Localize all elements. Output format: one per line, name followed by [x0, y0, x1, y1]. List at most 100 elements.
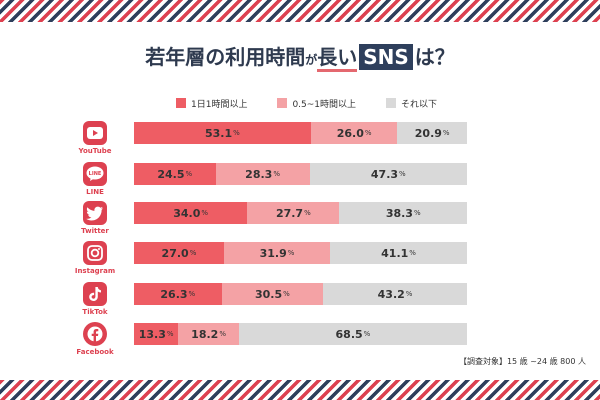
bar-segment-series-2: 27.7%	[247, 202, 340, 224]
data-label-unit: %	[189, 249, 197, 257]
bar-segment-series-1: 27.0%	[134, 242, 224, 264]
title-part-3: 長い	[317, 45, 358, 72]
data-label: 34.0	[173, 206, 201, 220]
bar-segment-series-2: 28.3%	[215, 163, 310, 185]
stacked-bar: 34.0% 27.7% 38.3%	[134, 202, 467, 224]
legend-label-1: 1日1時間以上	[191, 99, 248, 110]
bar-segment-series-3: 38.3%	[339, 202, 467, 224]
tiktok-icon	[83, 282, 107, 306]
svg-text:LINE: LINE	[89, 171, 102, 177]
bar-segment-series-3: 20.9%	[397, 122, 467, 144]
title-part-1: 若年層の利用時間	[145, 45, 306, 69]
bar-segment-series-1: 13.3%	[134, 323, 179, 345]
stacked-bar: 24.5% 28.3% 47.3%	[134, 163, 467, 185]
data-label: 26.0	[336, 126, 364, 140]
data-label-unit: %	[405, 290, 413, 298]
platform-icon-group: LINE LINE	[70, 160, 120, 200]
data-label: 30.5	[254, 287, 283, 301]
platform-icon-group: YouTube	[70, 119, 120, 159]
bar-row-youtube: YouTube 53.1% 26.0% 20.9%	[0, 119, 600, 159]
data-label-unit: %	[283, 290, 290, 298]
data-label-unit: %	[166, 330, 174, 338]
title-part-4: SNS	[359, 44, 413, 70]
data-label: 27.0	[161, 246, 189, 260]
stacked-bar: 26.3% 30.5% 43.2%	[134, 283, 467, 305]
data-label: 68.5	[335, 327, 363, 341]
bar-row-tiktok: TikTok 26.3% 30.5% 43.2%	[0, 280, 600, 320]
data-label: 13.3	[138, 327, 166, 341]
bar-segment-series-1: 53.1%	[134, 122, 311, 144]
data-label: 53.1	[205, 126, 233, 140]
category-label: YouTube	[78, 147, 112, 155]
bar-row-instagram: Instagram 27.0% 31.9% 41.1%	[0, 239, 600, 279]
bar-segment-series-1: 24.5%	[134, 163, 216, 185]
bar-segment-series-3: 43.2%	[323, 283, 467, 305]
title-part-5: は？	[414, 45, 455, 69]
platform-icon-group: Facebook	[70, 320, 120, 360]
data-label: 18.2	[191, 327, 219, 341]
line-icon: LINE	[83, 162, 107, 186]
legend-swatch-2	[277, 98, 288, 108]
data-label-unit: %	[188, 290, 196, 298]
category-label: TikTok	[82, 308, 108, 316]
stacked-bar: 27.0% 31.9% 41.1%	[134, 242, 467, 264]
data-label-unit: %	[409, 249, 416, 257]
bar-segment-series-1: 34.0%	[134, 202, 248, 224]
bar-segment-series-3: 47.3%	[309, 163, 467, 185]
data-label: 38.3	[385, 206, 413, 220]
platform-icon-group: Twitter	[70, 199, 120, 239]
data-label: 20.9	[414, 126, 442, 140]
legend-label-3: それ以下	[401, 99, 438, 110]
instagram-icon	[83, 241, 107, 265]
legend-item-2: 0.5~1時間以上	[277, 97, 356, 110]
legend-item-3: それ以下	[386, 97, 437, 110]
data-label-unit: %	[304, 209, 311, 217]
data-label-unit: %	[364, 129, 372, 137]
data-label: 28.3	[245, 167, 273, 181]
data-label-unit: %	[219, 330, 226, 338]
data-label: 24.5	[157, 167, 185, 181]
legend-swatch-1	[176, 98, 186, 108]
legend-item-1: 1日1時間以上	[176, 97, 247, 110]
data-label-unit: %	[413, 209, 421, 217]
data-label-unit: %	[233, 129, 240, 137]
category-label: Twitter	[81, 227, 109, 235]
twitter-icon	[83, 201, 107, 225]
bar-segment-series-2: 31.9%	[223, 242, 331, 264]
bar-segment-series-1: 26.3%	[134, 283, 222, 305]
data-label-unit: %	[185, 170, 193, 178]
data-label-unit: %	[363, 330, 371, 338]
bar-segment-series-3: 68.5%	[238, 323, 467, 345]
platform-icon-group: TikTok	[70, 280, 120, 320]
decorative-stripe-bottom	[0, 380, 600, 400]
data-label: 27.7	[275, 206, 304, 220]
data-label-unit: %	[273, 170, 280, 178]
category-label: Facebook	[76, 348, 114, 356]
survey-note: 【調査対象】15 歳 ~24 歳 800 人	[458, 357, 586, 366]
category-label: LINE	[86, 188, 104, 196]
bar-segment-series-2: 18.2%	[178, 323, 239, 345]
data-label-unit: %	[201, 209, 208, 217]
data-label-unit: %	[399, 170, 406, 178]
data-label: 47.3	[370, 167, 399, 181]
platform-icon-group: Instagram	[70, 239, 120, 279]
legend-swatch-3	[386, 98, 397, 108]
stacked-bar: 13.3% 18.2% 68.5%	[134, 323, 467, 345]
category-label: Instagram	[74, 267, 116, 275]
facebook-icon	[83, 322, 107, 346]
decorative-stripe-top	[0, 0, 600, 22]
bar-row-twitter: Twitter 34.0% 27.7% 38.3%	[0, 199, 600, 239]
bar-segment-series-3: 41.1%	[330, 242, 467, 264]
data-label: 31.9	[259, 246, 287, 260]
title-part-2: が	[305, 53, 318, 67]
data-label: 26.3	[160, 287, 188, 301]
bar-segment-series-2: 26.0%	[310, 122, 398, 144]
data-label-unit: %	[287, 249, 295, 257]
legend-label-2: 0.5~1時間以上	[292, 99, 357, 110]
chart-legend: 1日1時間以上 0.5~1時間以上 それ以下	[176, 96, 467, 110]
stacked-bar: 53.1% 26.0% 20.9%	[134, 122, 467, 144]
youtube-icon	[83, 121, 107, 145]
chart-title: 若年層の利用時間が長い SNS は？	[0, 42, 600, 75]
data-label-unit: %	[442, 129, 450, 137]
bar-row-line: LINE LINE 24.5% 28.3% 47.3%	[0, 160, 600, 200]
